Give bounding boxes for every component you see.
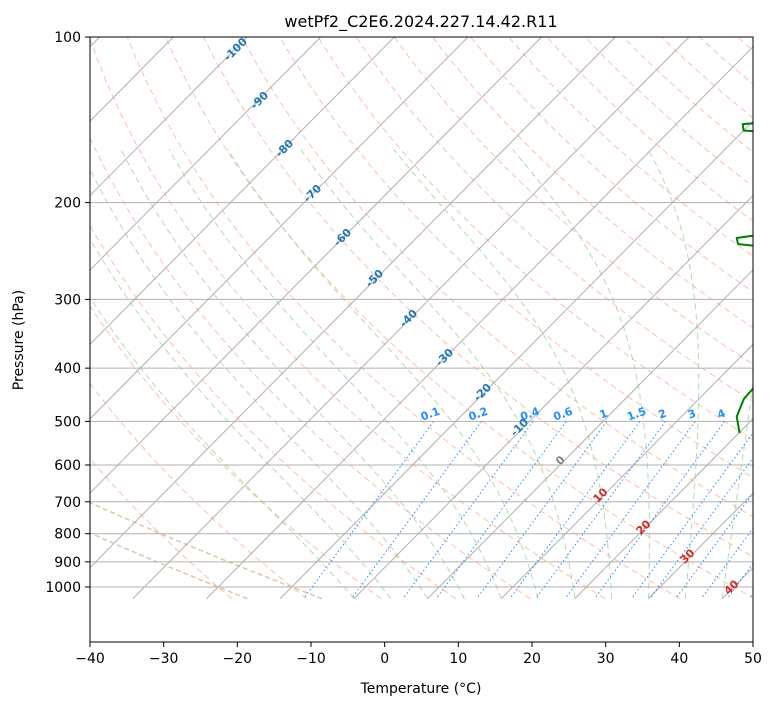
y-tick-label: 300 bbox=[54, 292, 81, 308]
thermo-background bbox=[90, 37, 753, 600]
mixing-ratio-label: 2 bbox=[657, 407, 669, 422]
y-axis: 100 200 300 400 500 600 700 800 900 1000 bbox=[45, 30, 90, 596]
dry-adiabat bbox=[90, 382, 307, 600]
y-tick-label: 100 bbox=[54, 30, 81, 46]
mixing-ratio-line bbox=[351, 421, 482, 599]
mixing-ratio-line bbox=[631, 432, 753, 599]
isotherm-line bbox=[90, 37, 616, 569]
x-tick-label: 0 bbox=[380, 651, 389, 667]
isotherm-line bbox=[90, 37, 395, 346]
mixing-ratio-line bbox=[509, 421, 641, 599]
plot-area bbox=[90, 37, 753, 642]
mixing-ratio-line bbox=[594, 421, 725, 599]
x-tick-label: −20 bbox=[223, 651, 253, 667]
y-tick-label: 800 bbox=[54, 527, 81, 543]
x-tick-label: 40 bbox=[670, 651, 688, 667]
dry-adiabat bbox=[126, 37, 681, 600]
mixing-ratio-line bbox=[476, 421, 608, 599]
y-tick-label: 700 bbox=[54, 495, 81, 511]
dry-adiabat bbox=[90, 224, 457, 600]
isotherm-line bbox=[90, 37, 469, 420]
mixing-ratio-label: 0.6 bbox=[552, 405, 575, 424]
moist-adiabat bbox=[300, 149, 576, 599]
mixing-ratio-label: 8 bbox=[771, 407, 775, 422]
y-axis-label: Pressure (hPa) bbox=[11, 290, 27, 390]
y-tick-label: 200 bbox=[54, 196, 81, 212]
dry-adiabat bbox=[393, 37, 753, 365]
moist-adiabat bbox=[168, 149, 502, 599]
y-tick-label: 600 bbox=[54, 458, 81, 474]
mixing-ratio-label: 0.4 bbox=[518, 405, 541, 424]
mixing-ratio-label: 1 bbox=[598, 407, 610, 422]
y-tick-label: 900 bbox=[54, 555, 81, 571]
isotherm-line bbox=[90, 37, 542, 494]
dry-adiabat bbox=[432, 37, 753, 329]
moist-adiabat bbox=[512, 148, 650, 599]
moist-adiabat bbox=[393, 148, 613, 599]
moist-adiabat bbox=[90, 238, 392, 599]
mixing-ratio-label: 4 bbox=[716, 407, 728, 422]
dry-adiabat bbox=[90, 137, 531, 600]
mixing-ratio-label: 3 bbox=[686, 407, 698, 422]
x-tick-label: 20 bbox=[523, 651, 541, 667]
dry-adiabat bbox=[279, 37, 753, 479]
isotherm-line bbox=[648, 492, 753, 600]
isotherm-line bbox=[574, 418, 753, 600]
isotherm-line bbox=[90, 37, 321, 271]
plot-frame bbox=[89, 36, 754, 643]
moist-adiabat bbox=[227, 149, 539, 599]
mixing-ratio-line bbox=[303, 421, 434, 599]
x-tick-label: −30 bbox=[149, 651, 179, 667]
isotherm-line bbox=[427, 269, 753, 600]
moist-adiabat bbox=[721, 378, 753, 599]
mixing-ratio-line bbox=[535, 421, 667, 599]
y-tick-label: 500 bbox=[54, 414, 81, 430]
x-tick-label: 30 bbox=[597, 651, 615, 667]
mixing-ratio-line bbox=[435, 421, 567, 599]
moist-adiabat bbox=[647, 149, 700, 599]
x-axis-label: Temperature (°C) bbox=[360, 681, 482, 697]
mixing-ratio-label: 6 bbox=[752, 407, 764, 422]
mixing-ratio-line bbox=[564, 421, 696, 599]
mixing-ratio-line bbox=[402, 421, 534, 599]
isotherm-line bbox=[132, 37, 690, 600]
chart-title: wetPf2_C2E6.2024.227.14.42.R11 bbox=[284, 12, 557, 32]
x-tick-label: −40 bbox=[75, 651, 105, 667]
x-tick-label: −10 bbox=[296, 651, 326, 667]
dry-adiabat bbox=[90, 37, 606, 600]
moist-adiabat bbox=[90, 296, 355, 600]
tan-curve bbox=[90, 501, 323, 600]
y-tick-label: 1000 bbox=[45, 580, 81, 596]
mixing-ratio-label: 1.5 bbox=[625, 405, 648, 424]
isotherm-line bbox=[500, 343, 753, 600]
x-axis: −40 −30 −20 −10 0 10 20 30 40 50 bbox=[75, 642, 762, 667]
dry-adiabat bbox=[90, 305, 382, 600]
isotherm-line bbox=[206, 46, 753, 600]
mixing-ratio-label: 0.1 bbox=[419, 405, 442, 424]
moist-adiabat bbox=[120, 149, 465, 599]
x-tick-label: 10 bbox=[449, 651, 467, 667]
y-tick-label: 400 bbox=[54, 361, 81, 377]
moist-adiabat bbox=[90, 168, 429, 599]
x-tick-label: 50 bbox=[744, 651, 762, 667]
isotherm-line bbox=[90, 37, 248, 197]
mixing-ratio-label: 0.2 bbox=[467, 405, 490, 424]
dry-adiabat bbox=[470, 37, 753, 293]
